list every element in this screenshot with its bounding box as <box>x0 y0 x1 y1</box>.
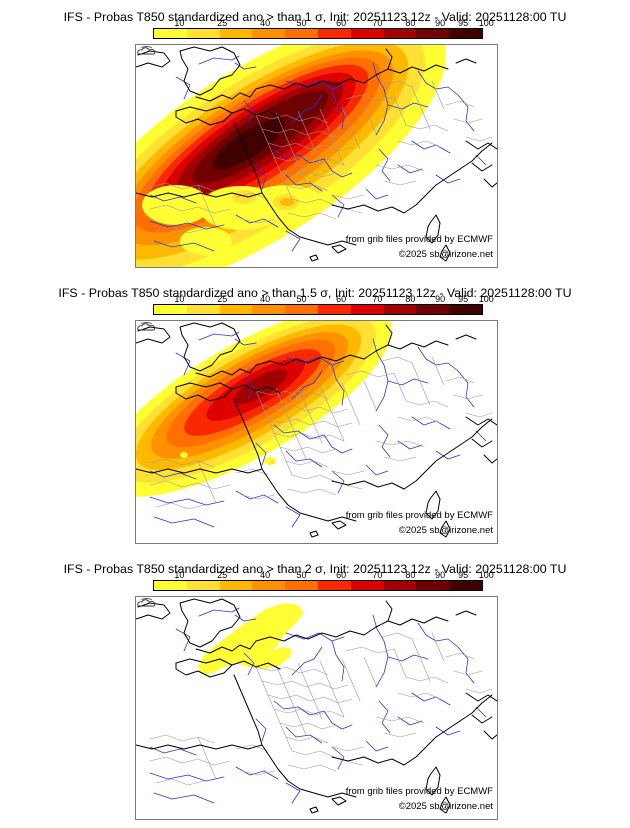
colorbar-swatch <box>219 581 253 590</box>
colorbar-tick: 10 <box>174 18 185 28</box>
colorbar-tick: 95 <box>458 570 469 580</box>
colorbar-tick-labels: 10 25 40 50 60 70 80 90 95 100 <box>153 570 493 581</box>
colorbar-tick-labels: 10 25 40 50 60 70 80 90 95 100 <box>153 18 493 29</box>
cloud-glyph-icon <box>137 598 156 607</box>
colorbar-tick: 40 <box>260 294 271 304</box>
colorbar-swatches <box>153 304 483 315</box>
colorbar-tick: 40 <box>260 18 271 28</box>
colorbar-tick: 100 <box>478 570 494 580</box>
colorbar: 10 25 40 50 60 70 80 90 95 100 <box>153 570 494 592</box>
colorbar-swatch <box>416 29 450 38</box>
colorbar-swatch <box>186 305 220 314</box>
colorbar-tick: 60 <box>336 18 347 28</box>
colorbar-tick: 70 <box>372 570 383 580</box>
attribution-source: from grib files provided by ECMWF <box>345 786 493 797</box>
attribution-copyright: ©2025 sb@irizone.net <box>398 525 493 536</box>
colorbar-swatches <box>153 28 483 39</box>
colorbar-swatch <box>449 29 482 38</box>
colorbar-swatch <box>285 29 318 38</box>
colorbar-tick: 25 <box>217 18 228 28</box>
colorbar-tick: 50 <box>296 18 307 28</box>
colorbar-swatch <box>350 305 384 314</box>
attribution-copyright: ©2025 sb@irizone.net <box>398 801 493 812</box>
map-2sigma[interactable]: from grib files provided by ECMWF ©2025 … <box>135 596 498 820</box>
colorbar-swatch <box>449 305 482 314</box>
colorbar-tick: 90 <box>435 294 446 304</box>
colorbar-swatches <box>153 580 483 591</box>
colorbar-swatch <box>350 581 384 590</box>
colorbar-tick: 90 <box>435 18 446 28</box>
panel-title: IFS - Probas T850 standardized ano > tha… <box>63 562 567 576</box>
colorbar-tick: 80 <box>405 294 416 304</box>
colorbar-swatch <box>383 305 417 314</box>
colorbar-tick: 60 <box>336 570 347 580</box>
colorbar-swatch <box>383 29 417 38</box>
colorbar: 10 25 40 50 60 70 80 90 95 100 <box>153 294 494 316</box>
colorbar: 10 25 40 50 60 70 80 90 95 100 <box>153 18 494 40</box>
colorbar-tick: 70 <box>372 294 383 304</box>
panel-title: IFS - Probas T850 standardized ano > tha… <box>58 286 572 300</box>
colorbar-swatch <box>317 29 351 38</box>
colorbar-tick: 80 <box>405 18 416 28</box>
colorbar-swatch <box>383 581 417 590</box>
panel-title: IFS - Probas T850 standardized ano > tha… <box>63 10 567 24</box>
colorbar-swatch <box>252 29 286 38</box>
colorbar-swatch <box>186 581 220 590</box>
colorbar-tick: 100 <box>478 18 494 28</box>
colorbar-swatch <box>154 581 187 590</box>
colorbar-tick: 100 <box>478 294 494 304</box>
colorbar-tick: 10 <box>174 570 185 580</box>
colorbar-tick: 60 <box>336 294 347 304</box>
colorbar-tick: 40 <box>260 570 271 580</box>
map-1sigma[interactable]: from grib files provided by ECMWF ©2025 … <box>135 44 498 268</box>
attribution-copyright: ©2025 sb@irizone.net <box>398 249 493 260</box>
colorbar-swatch <box>350 29 384 38</box>
colorbar-tick: 90 <box>435 570 446 580</box>
colorbar-swatch <box>219 305 253 314</box>
colorbar-tick: 50 <box>296 294 307 304</box>
colorbar-tick: 10 <box>174 294 185 304</box>
colorbar-tick: 25 <box>217 294 228 304</box>
colorbar-tick: 70 <box>372 18 383 28</box>
map-1p5sigma[interactable]: from grib files provided by ECMWF ©2025 … <box>135 320 498 544</box>
panel-1p5sigma: IFS - Probas T850 standardized ano > tha… <box>0 276 630 552</box>
colorbar-swatch <box>285 581 318 590</box>
colorbar-swatch <box>154 29 187 38</box>
colorbar-tick: 25 <box>217 570 228 580</box>
colorbar-swatch <box>416 305 450 314</box>
colorbar-tick: 80 <box>405 570 416 580</box>
colorbar-swatch <box>219 29 253 38</box>
colorbar-swatch <box>317 581 351 590</box>
attribution-source: from grib files provided by ECMWF <box>345 234 493 245</box>
colorbar-swatch <box>252 305 286 314</box>
colorbar-swatch <box>186 29 220 38</box>
colorbar-tick: 50 <box>296 570 307 580</box>
panel-1sigma: IFS - Probas T850 standardized ano > tha… <box>0 0 630 276</box>
colorbar-swatch <box>416 581 450 590</box>
colorbar-swatch <box>317 305 351 314</box>
cloud-glyph-icon <box>137 322 156 331</box>
colorbar-tick-labels: 10 25 40 50 60 70 80 90 95 100 <box>153 294 493 305</box>
colorbar-swatch <box>154 305 187 314</box>
colorbar-swatch <box>449 581 482 590</box>
colorbar-tick: 95 <box>458 294 469 304</box>
attribution-source: from grib files provided by ECMWF <box>345 510 493 521</box>
cloud-glyph-icon <box>137 46 156 55</box>
panel-2sigma: IFS - Probas T850 standardized ano > tha… <box>0 552 630 828</box>
colorbar-swatch <box>252 581 286 590</box>
colorbar-swatch <box>285 305 318 314</box>
colorbar-tick: 95 <box>458 18 469 28</box>
